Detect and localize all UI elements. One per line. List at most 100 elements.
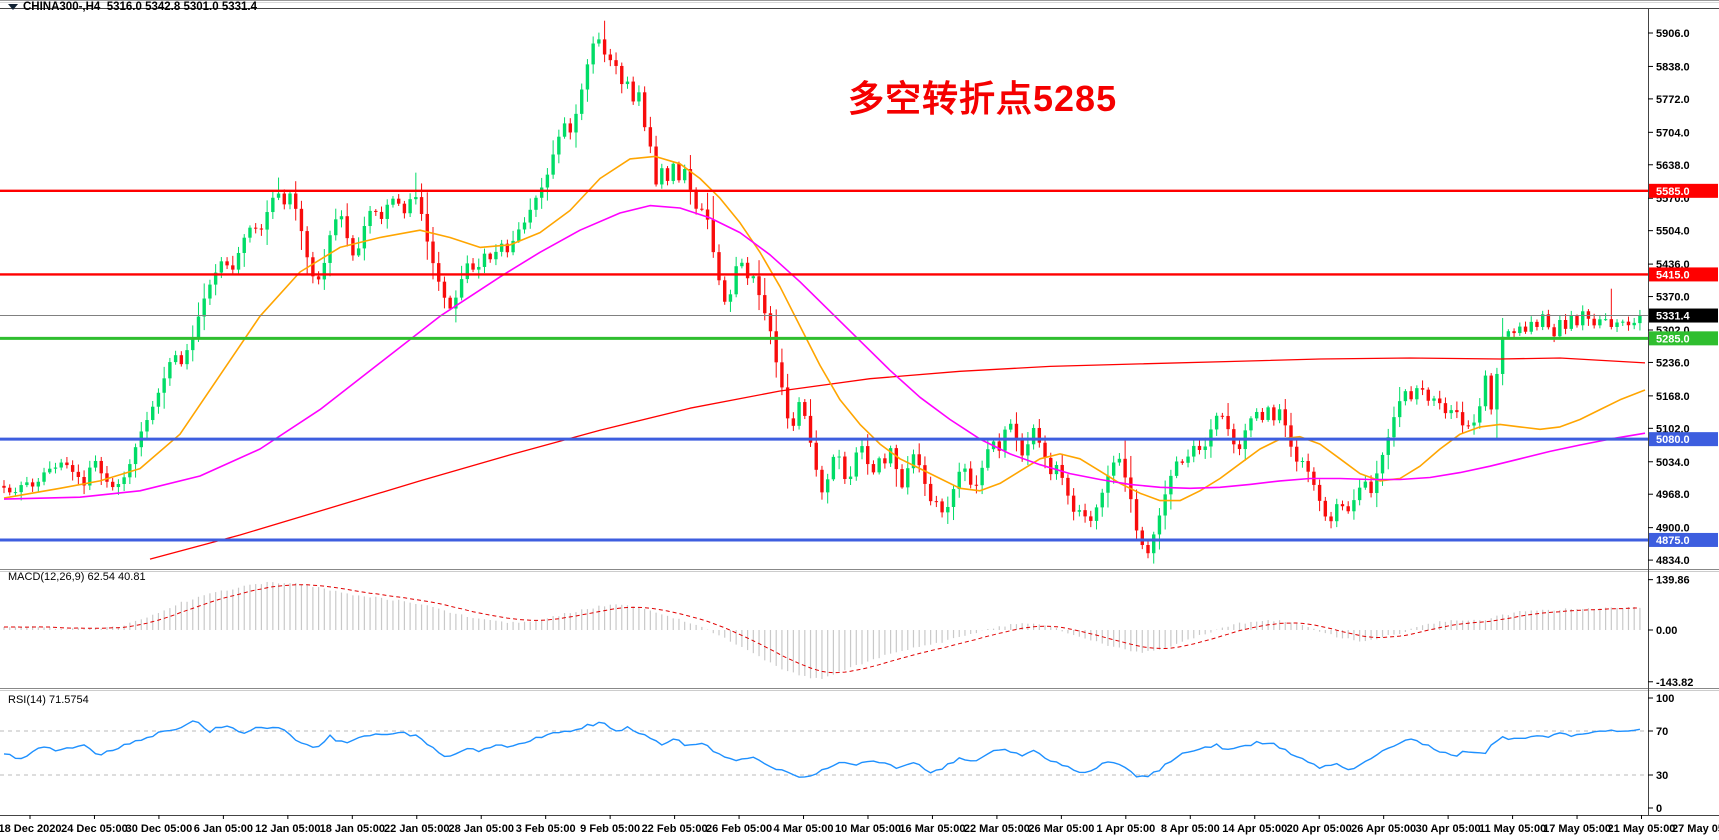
candle-down [1226, 415, 1230, 430]
candle-up [837, 456, 841, 458]
y-axis-label: 5638.0 [1656, 160, 1690, 172]
candle-up [1357, 487, 1362, 501]
candle-up [202, 298, 206, 317]
candle-up [93, 460, 98, 468]
candle-down [700, 208, 704, 210]
candle-up [1397, 401, 1402, 418]
y-axis-label: 5838.0 [1656, 61, 1690, 73]
candle-down [1066, 477, 1070, 496]
candle-down [2, 485, 6, 488]
horizontal-levels[interactable] [0, 189, 1648, 542]
candle-down [883, 458, 887, 464]
candle-up [545, 174, 550, 188]
candle-up [265, 212, 269, 230]
candle-down [871, 464, 876, 473]
candle-down [1552, 327, 1556, 337]
candle-down [694, 189, 698, 209]
candle-down [1197, 445, 1202, 450]
x-axis-label: 22 Mar 05:00 [964, 823, 1030, 835]
x-axis-label: 24 Dec 05:00 [61, 823, 128, 835]
candle-up [1621, 321, 1625, 323]
candle-down [791, 418, 796, 426]
y-axis[interactable]: 5906.05838.05772.05704.05638.05570.05504… [1648, 28, 1693, 815]
candle-up [465, 263, 470, 280]
x-axis-label: 9 Feb 05:00 [580, 823, 640, 835]
candle-down [299, 208, 304, 232]
candle-down [488, 253, 492, 260]
candle-up [682, 169, 687, 181]
candle-up [128, 464, 132, 478]
candle-down [1586, 311, 1591, 319]
candle-down [431, 241, 435, 264]
candle-down [705, 209, 710, 220]
x-axis-label: 6 Jan 05:00 [194, 823, 253, 835]
price-badge-label: 5415.0 [1656, 269, 1690, 281]
candle-down [1014, 423, 1019, 440]
candle-up [13, 492, 18, 494]
candle-down [225, 261, 229, 266]
candle-down [448, 297, 452, 309]
candle-up [1152, 534, 1156, 554]
candle-up [1403, 391, 1408, 402]
candle-up [1615, 322, 1619, 327]
candle-up [288, 193, 292, 205]
x-axis-label: 3 Feb 05:00 [516, 823, 576, 835]
candle-up [368, 210, 372, 227]
candle-up [1632, 322, 1636, 326]
macd-axis-label: -143.82 [1656, 677, 1693, 689]
candle-up [574, 113, 578, 133]
x-axis-label: 21 May 05:00 [1608, 823, 1676, 835]
candle-down [1466, 425, 1471, 427]
price-badge [1649, 331, 1718, 346]
price-badge-label: 4875.0 [1656, 535, 1690, 547]
candle-down [1134, 499, 1139, 531]
candle-up [322, 262, 327, 280]
candle-down [294, 193, 298, 209]
candle-up [1478, 406, 1482, 423]
candle-up [1540, 314, 1545, 327]
candle-down [231, 265, 235, 270]
candle-up [848, 476, 853, 480]
candle-down [1575, 315, 1579, 326]
candle-up [551, 154, 555, 175]
x-axis-label: 22 Feb 05:00 [642, 823, 708, 835]
candle-down [1289, 425, 1293, 447]
candle-down [785, 387, 790, 419]
candle-up [980, 467, 984, 486]
rsi-axis-label: 70 [1656, 726, 1668, 738]
chevron-down-icon[interactable] [8, 4, 18, 10]
x-axis-label: 30 Dec 05:00 [126, 823, 193, 835]
candle-up [242, 237, 246, 253]
candle-up [1638, 315, 1642, 324]
candle-up [728, 294, 733, 302]
candle-down [1140, 530, 1144, 546]
candle-down [631, 81, 635, 102]
candle-up [454, 297, 458, 309]
x-axis-label: 16 Mar 05:00 [899, 823, 965, 835]
candle-down [1123, 458, 1127, 478]
x-axis-label: 10 Mar 05:00 [835, 823, 901, 835]
candle-down [820, 469, 824, 493]
candle-up [1174, 461, 1179, 476]
candle-down [1071, 495, 1076, 512]
candle-down [614, 60, 618, 66]
candle-down [1020, 439, 1024, 456]
y-axis-label: 5034.0 [1656, 457, 1690, 469]
candle-up [1518, 326, 1522, 334]
candle-up [391, 198, 395, 205]
rsi-line [3, 720, 1641, 778]
candle-down [717, 252, 721, 281]
candle-down [505, 243, 510, 253]
candle-up [53, 467, 58, 469]
candle-up [1186, 456, 1190, 463]
candle-down [620, 65, 624, 85]
chart-annotation-text: 多空转折点5285 [848, 78, 1118, 119]
candle-up [477, 266, 481, 270]
candle-down [1489, 375, 1493, 410]
candle-up [1249, 418, 1253, 431]
candle-down [1609, 319, 1614, 327]
macd-axis-label: 0.00 [1656, 625, 1677, 637]
candle-down [1420, 388, 1425, 390]
